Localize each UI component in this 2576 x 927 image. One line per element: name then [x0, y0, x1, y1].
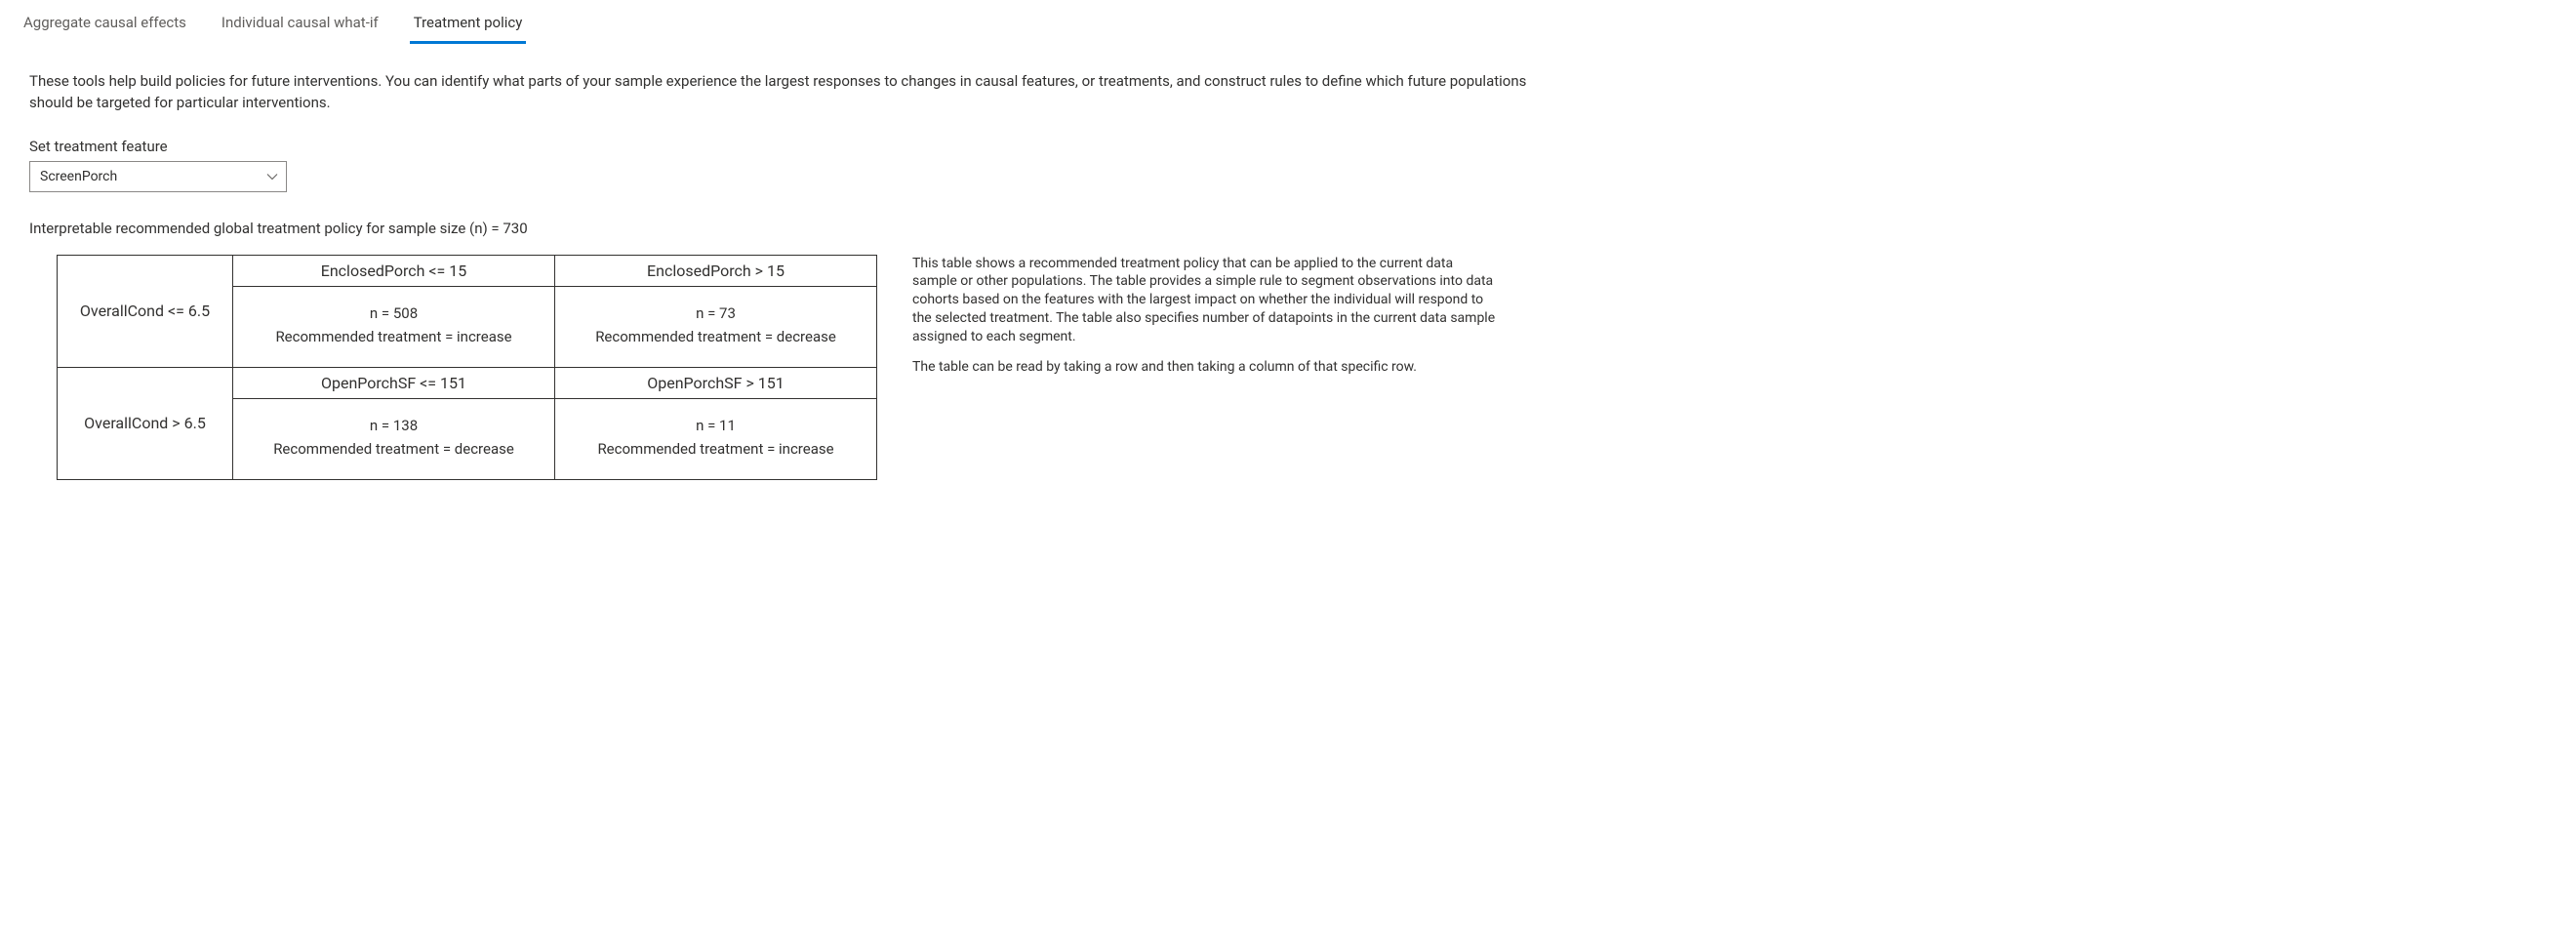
cell-1-1-n: n = 11	[565, 417, 866, 434]
cell-0-0-n: n = 508	[243, 304, 544, 322]
cell-0-0: n = 508 Recommended treatment = increase	[233, 286, 555, 367]
row-label-1: OverallCond > 6.5	[58, 367, 233, 479]
cell-0-1-n: n = 73	[565, 304, 866, 322]
side-desc-p2: The table can be read by taking a row an…	[912, 358, 1498, 377]
tab-individual-causal-whatif[interactable]: Individual causal what-if	[218, 8, 382, 44]
col-header-0-0: EnclosedPorch <= 15	[233, 255, 555, 286]
col-header-1-0: OpenPorchSF <= 151	[233, 367, 555, 398]
treatment-feature-value: ScreenPorch	[40, 169, 117, 184]
cell-0-0-rec: Recommended treatment = increase	[243, 328, 544, 345]
side-description: This table shows a recommended treatment…	[912, 255, 1498, 388]
col-header-0-1: EnclosedPorch > 15	[555, 255, 877, 286]
tab-treatment-policy[interactable]: Treatment policy	[410, 8, 527, 44]
tab-bar: Aggregate causal effects Individual caus…	[0, 0, 2576, 44]
row-label-0: OverallCond <= 6.5	[58, 255, 233, 367]
cell-0-1: n = 73 Recommended treatment = decrease	[555, 286, 877, 367]
cell-1-1: n = 11 Recommended treatment = increase	[555, 398, 877, 479]
intro-text: These tools help build policies for futu…	[29, 71, 1542, 114]
cell-1-0-n: n = 138	[243, 417, 544, 434]
treatment-feature-dropdown[interactable]: ScreenPorch	[29, 161, 287, 192]
content-area: These tools help build policies for futu…	[0, 44, 2576, 500]
cell-1-1-rec: Recommended treatment = increase	[565, 440, 866, 458]
cell-1-0: n = 138 Recommended treatment = decrease	[233, 398, 555, 479]
cell-1-0-rec: Recommended treatment = decrease	[243, 440, 544, 458]
tab-aggregate-causal-effects[interactable]: Aggregate causal effects	[20, 8, 190, 44]
chevron-down-icon	[266, 171, 278, 182]
cell-0-1-rec: Recommended treatment = decrease	[565, 328, 866, 345]
policy-table: OverallCond <= 6.5 EnclosedPorch <= 15 E…	[57, 255, 877, 480]
policy-title: Interpretable recommended global treatme…	[29, 220, 2547, 237]
side-desc-p1: This table shows a recommended treatment…	[912, 255, 1498, 346]
col-header-1-1: OpenPorchSF > 151	[555, 367, 877, 398]
treatment-feature-label: Set treatment feature	[29, 138, 2547, 155]
